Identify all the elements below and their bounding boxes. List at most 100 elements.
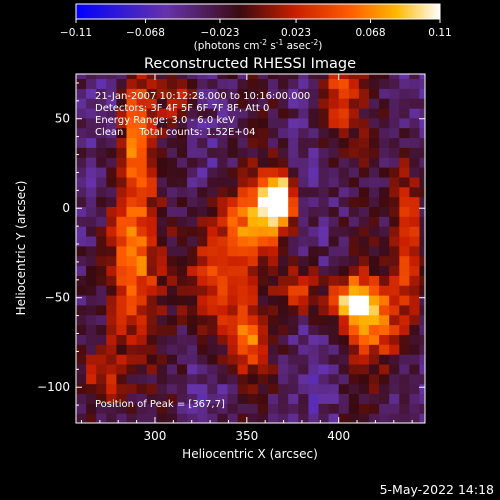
heatmap-cell bbox=[298, 108, 309, 119]
heatmap-cell bbox=[126, 344, 138, 355]
heatmap-cell bbox=[106, 255, 117, 267]
heatmap-cell bbox=[257, 354, 269, 365]
heatmap-cell bbox=[197, 236, 208, 247]
heatmap-cell bbox=[379, 176, 390, 188]
heatmap-cell bbox=[136, 363, 148, 375]
heatmap-cell bbox=[166, 344, 178, 355]
heatmap-cell bbox=[328, 285, 340, 296]
heatmap-cell bbox=[76, 236, 87, 247]
heatmap-cell bbox=[338, 383, 350, 394]
plot-frame bbox=[75, 73, 426, 424]
heatmap-cell bbox=[419, 117, 425, 129]
heatmap-cell bbox=[308, 314, 320, 326]
heatmap-cell bbox=[409, 373, 421, 385]
heatmap-cell bbox=[257, 295, 269, 306]
heatmap-cell bbox=[328, 108, 340, 119]
heatmap-cell bbox=[177, 216, 188, 227]
heatmap-cell bbox=[328, 354, 340, 365]
heatmap-cell bbox=[389, 147, 400, 158]
heatmap-cell bbox=[308, 245, 320, 257]
heatmap-cell bbox=[136, 334, 148, 345]
heatmap-cell bbox=[126, 147, 138, 158]
heatmap-cell bbox=[187, 373, 198, 385]
heatmap-cell bbox=[136, 147, 148, 158]
heatmap-cell bbox=[177, 127, 188, 139]
heatmap-cell bbox=[166, 98, 178, 109]
heatmap-cell bbox=[288, 226, 299, 237]
heatmap-cell bbox=[227, 74, 239, 79]
heatmap-cell bbox=[257, 265, 269, 276]
heatmap-cell bbox=[308, 413, 320, 423]
heatmap-cell bbox=[419, 137, 425, 148]
heatmap-cell bbox=[419, 344, 425, 355]
heatmap-cell bbox=[369, 137, 380, 148]
heatmap-cell bbox=[96, 78, 107, 89]
heatmap-cell bbox=[106, 88, 117, 99]
heatmap-cell bbox=[298, 147, 309, 158]
heatmap-cell bbox=[268, 127, 279, 139]
heatmap-cell bbox=[166, 285, 178, 296]
heatmap-cell bbox=[399, 373, 410, 385]
heatmap-cell bbox=[116, 88, 128, 99]
heatmap-cell bbox=[358, 275, 370, 286]
heatmap-cell bbox=[136, 354, 148, 365]
heatmap-cell bbox=[338, 324, 350, 335]
heatmap-cell bbox=[369, 314, 380, 326]
heatmap-cell bbox=[369, 403, 380, 414]
heatmap-cell bbox=[409, 275, 421, 286]
heatmap-cell bbox=[389, 373, 400, 385]
heatmap-cell bbox=[257, 344, 269, 355]
heatmap-cell bbox=[338, 363, 350, 375]
heatmap-cell bbox=[116, 334, 128, 345]
heatmap-cell bbox=[217, 167, 229, 178]
heatmap-cell bbox=[328, 167, 340, 178]
heatmap-cell bbox=[338, 285, 350, 296]
heatmap-cell bbox=[268, 108, 279, 119]
heatmap-cell bbox=[419, 413, 425, 423]
y-tick-label: −100 bbox=[37, 380, 70, 394]
heatmap-cell bbox=[308, 255, 320, 267]
heatmap-cell bbox=[207, 108, 218, 119]
heatmap-cell bbox=[217, 74, 229, 79]
x-axis-ticks: 300 350 400 bbox=[81, 74, 413, 443]
heatmap-cell bbox=[247, 413, 259, 423]
heatmap-cell bbox=[318, 137, 330, 148]
heatmap-cell bbox=[86, 403, 97, 414]
heatmap-cell bbox=[217, 127, 229, 139]
heatmap-cell bbox=[288, 216, 299, 227]
heatmap-cell bbox=[136, 78, 148, 89]
heatmap-cell bbox=[318, 314, 330, 326]
heatmap-cell bbox=[217, 226, 229, 237]
heatmap-cell bbox=[126, 304, 138, 316]
heatmap-cell bbox=[379, 314, 390, 326]
heatmap-cell bbox=[227, 167, 239, 178]
heatmap-cell bbox=[177, 196, 188, 207]
heatmap-cell bbox=[379, 295, 390, 306]
heatmap-cell bbox=[217, 236, 229, 247]
heatmap-cell bbox=[96, 186, 107, 198]
heatmap-cell bbox=[207, 206, 218, 217]
heatmap-cell bbox=[207, 236, 218, 247]
heatmap-cell bbox=[187, 383, 198, 394]
heatmap-cell bbox=[419, 236, 425, 247]
heatmap-cell bbox=[146, 147, 158, 158]
heatmap-cell bbox=[328, 383, 340, 394]
heatmap-cell bbox=[348, 413, 360, 423]
heatmap-cell bbox=[257, 383, 269, 394]
x-axis-label: Heliocentric X (arcsec) bbox=[182, 447, 318, 461]
heatmap-cell bbox=[177, 383, 188, 394]
heatmap-cell bbox=[126, 196, 138, 207]
heatmap-cell bbox=[177, 285, 188, 296]
heatmap-cell bbox=[106, 196, 117, 207]
heatmap-cell bbox=[96, 157, 107, 168]
heatmap-cell bbox=[197, 334, 208, 345]
heatmap-cell bbox=[76, 206, 87, 217]
heatmap-cell bbox=[187, 285, 198, 296]
heatmap-cell bbox=[409, 304, 421, 316]
heatmap-cell bbox=[207, 127, 218, 139]
heatmap-cell bbox=[328, 176, 340, 188]
heatmap-cell bbox=[257, 275, 269, 286]
heatmap-cell bbox=[358, 265, 370, 276]
heatmap-cell bbox=[106, 393, 117, 404]
heatmap-cell bbox=[96, 285, 107, 296]
